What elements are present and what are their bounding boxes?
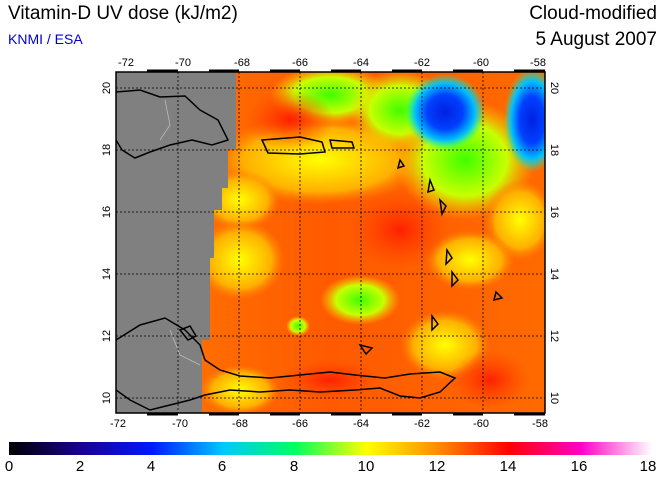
lat-label: 20 xyxy=(101,82,113,94)
lat-label: 10 xyxy=(101,392,113,404)
lat-label: 20 xyxy=(548,82,560,94)
lon-label: -58 xyxy=(530,57,546,69)
date-label: 5 August 2007 xyxy=(535,29,658,50)
colorbar-label: 6 xyxy=(217,458,227,475)
map-frame xyxy=(115,71,546,414)
lon-label: -62 xyxy=(414,418,430,430)
colorbar-label: 18 xyxy=(639,458,657,475)
lon-label: -72 xyxy=(118,57,134,69)
lon-label: -60 xyxy=(473,57,489,69)
lat-labels-left: 10 12 14 16 18 20 xyxy=(101,82,113,404)
lat-label: 16 xyxy=(101,206,113,218)
lon-label: -72 xyxy=(110,418,126,430)
lat-label: 18 xyxy=(548,144,560,156)
colorbar xyxy=(9,442,652,455)
lat-label: 14 xyxy=(101,268,113,280)
lat-label: 14 xyxy=(548,268,560,280)
lon-label: -58 xyxy=(532,418,548,430)
lat-labels-right: 10 12 14 16 18 20 xyxy=(548,82,560,404)
colorbar-label: 10 xyxy=(357,458,375,475)
lat-label: 12 xyxy=(548,330,560,342)
coastlines xyxy=(116,89,504,411)
colorbar-label: 4 xyxy=(146,458,156,475)
credit-label: KNMI / ESA xyxy=(8,31,83,47)
lon-label: -68 xyxy=(232,418,248,430)
colorbar-label: 12 xyxy=(428,458,446,475)
colorbar-label: 0 xyxy=(4,458,14,475)
lon-label: -66 xyxy=(292,418,308,430)
lat-label: 12 xyxy=(101,330,113,342)
uv-data-field xyxy=(116,72,545,413)
lon-label: -62 xyxy=(414,57,430,69)
lon-label: -70 xyxy=(172,418,188,430)
lon-labels-top: -72 -70 -68 -66 -64 -62 -60 -58 xyxy=(118,57,546,69)
lat-label: 10 xyxy=(548,392,560,404)
lon-label: -60 xyxy=(473,418,489,430)
colorbar-label: 8 xyxy=(289,458,299,475)
lon-label: -64 xyxy=(353,57,369,69)
lat-label: 18 xyxy=(101,144,113,156)
mode-label: Cloud-modified xyxy=(529,3,657,24)
colorbar-label: 2 xyxy=(75,458,85,475)
lon-label: -68 xyxy=(234,57,250,69)
colorbar-label: 14 xyxy=(499,458,517,475)
lon-label: -66 xyxy=(292,57,308,69)
lat-label: 16 xyxy=(548,206,560,218)
colorbar-label: 16 xyxy=(570,458,588,475)
graticule xyxy=(116,72,545,413)
lon-label: -70 xyxy=(175,57,191,69)
map-title: Vitamin-D UV dose (kJ/m2) xyxy=(8,3,238,24)
lon-labels-bottom: -72 -70 -68 -66 -64 -62 -60 -58 xyxy=(110,418,548,430)
lon-label: -64 xyxy=(353,418,369,430)
